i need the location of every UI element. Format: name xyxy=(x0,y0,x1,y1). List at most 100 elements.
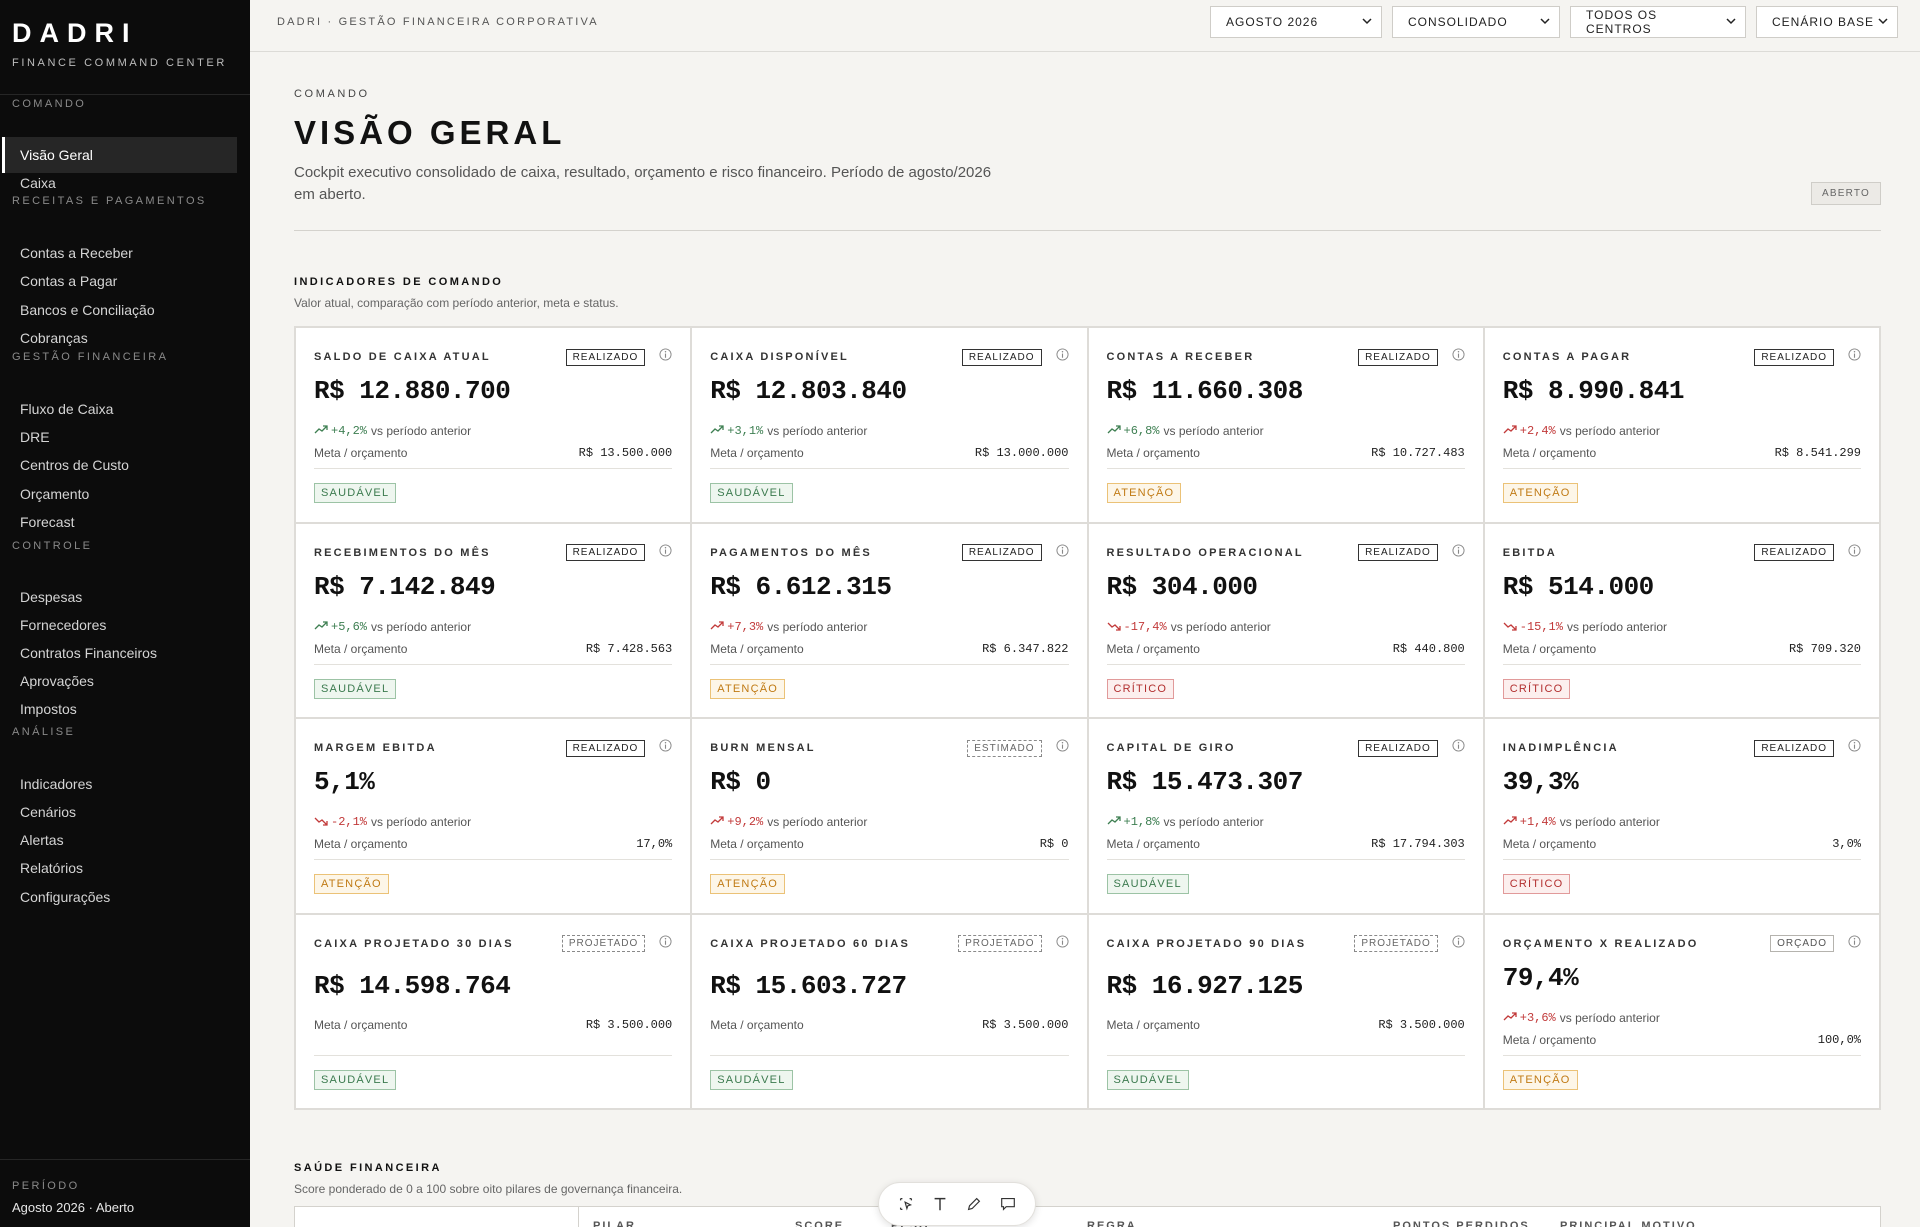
kpi-delta-label: vs período anterior xyxy=(371,815,472,829)
kpi-meta-value: R$ 7.428.563 xyxy=(585,641,673,656)
kpi-type-badge: ESTIMADO xyxy=(967,739,1042,757)
sidebar-item-caixa[interactable]: Caixa xyxy=(20,175,56,191)
select-icon[interactable] xyxy=(896,1194,916,1214)
kpi-label: CAPITAL DE GIRO xyxy=(1106,742,1236,754)
kpi-meta: Meta / orçamento 17,0% xyxy=(314,837,672,851)
health-col-score[interactable]: SCORE xyxy=(795,1220,845,1227)
sidebar-item-aprovacoes[interactable]: Aprovações xyxy=(20,673,94,689)
kpi-card-orcamento-x-realizado[interactable]: ORÇAMENTO X REALIZADO ORÇADO 79,4% +3,6% vs … xyxy=(1484,914,1879,1108)
info-icon[interactable] xyxy=(1055,934,1069,953)
health-col-pontos-perdidos[interactable]: PONTOS PERDIDOS xyxy=(1393,1220,1530,1227)
info-icon[interactable] xyxy=(1055,739,1069,757)
sidebar-item-alertas[interactable]: Alertas xyxy=(20,832,64,848)
kpi-card-caixa-projetado-30-dias[interactable]: CAIXA PROJETADO 30 DIAS PROJETADO R$ 14.59… xyxy=(296,914,691,1108)
select-value: CONSOLIDADO xyxy=(1408,15,1508,29)
sidebar-item-cobrancas[interactable]: Cobranças xyxy=(20,330,88,346)
sidebar-item-contratos-financeiros[interactable]: Contratos Financeiros xyxy=(20,645,157,661)
health-col-regra[interactable]: REGRA xyxy=(1087,1220,1137,1227)
kpi-divider xyxy=(314,859,673,860)
info-icon[interactable] xyxy=(659,348,672,366)
kpi-label: CAIXA PROJETADO 90 DIAS xyxy=(1106,937,1307,950)
sidebar-item-forecast[interactable]: Forecast xyxy=(20,514,75,530)
kpi-label: INADIMPLÊNCIA xyxy=(1502,742,1619,754)
info-icon[interactable] xyxy=(1848,543,1861,562)
status-badge: ATENÇÃO xyxy=(710,874,786,894)
sidebar-item-cenarios[interactable]: Cenários xyxy=(20,804,77,820)
kpi-divider xyxy=(1502,663,1861,665)
kpi-meta: Meta / orçamento R$ 17.794.303 xyxy=(1107,837,1465,851)
trend-down-icon xyxy=(1107,620,1121,634)
info-icon[interactable] xyxy=(1452,348,1465,366)
info-icon[interactable] xyxy=(1055,348,1069,366)
kpi-type-badge: REALIZADO xyxy=(1358,348,1438,366)
kpi-divider xyxy=(1502,859,1861,860)
kpi-card-capital-de-giro[interactable]: CAPITAL DE GIRO REALIZADO R$ 15.473.307 +1,… xyxy=(1088,719,1483,913)
kpi-card-header: BURN MENSAL ESTIMADO xyxy=(710,738,1069,758)
sidebar-item-contas-a-pagar[interactable]: Contas a Pagar xyxy=(20,273,118,289)
info-icon[interactable] xyxy=(1848,348,1861,366)
sidebar-item-orcamento[interactable]: Orçamento xyxy=(20,486,90,502)
kpi-card-resultado-operacional[interactable]: RESULTADO OPERACIONAL REALIZADO R$ 304.000… xyxy=(1088,523,1483,717)
kpi-meta-label: Meta / orçamento xyxy=(1502,1032,1597,1047)
sidebar-item-centros-de-custo[interactable]: Centros de Custo xyxy=(20,457,129,473)
kpi-card-recebimentos-do-mes[interactable]: RECEBIMENTOS DO MÊS REALIZADO R$ 7.142.849… xyxy=(296,523,691,717)
kpi-card-contas-a-pagar[interactable]: CONTAS A PAGAR REALIZADO R$ 8.990.841 +2,4%… xyxy=(1484,328,1879,522)
kpi-card-header: SALDO DE CAIXA ATUAL REALIZADO xyxy=(314,347,672,367)
info-icon[interactable] xyxy=(659,543,672,562)
info-icon[interactable] xyxy=(1452,934,1465,953)
sidebar-item-relatorios[interactable]: Relatórios xyxy=(20,860,84,876)
kpi-delta-value: +1,8% xyxy=(1123,815,1160,829)
select-consolidado[interactable]: CONSOLIDADO xyxy=(1392,6,1560,38)
health-col-principal-motivo[interactable]: PRINCIPAL MOTIVO xyxy=(1560,1220,1697,1227)
kpi-label: RECEBIMENTOS DO MÊS xyxy=(314,546,491,559)
info-icon[interactable] xyxy=(659,934,672,953)
sidebar-item-visao-geral[interactable]: Visão Geral xyxy=(2,137,237,173)
select-todos-os-centros[interactable]: TODOS OS CENTROS xyxy=(1570,6,1746,38)
kpi-card-contas-a-receber[interactable]: CONTAS A RECEBER REALIZADO R$ 11.660.308 +6… xyxy=(1088,328,1483,522)
info-icon[interactable] xyxy=(1055,543,1069,562)
kpi-meta-label: Meta / orçamento xyxy=(1502,837,1597,851)
info-icon[interactable] xyxy=(1452,543,1465,562)
sidebar-item-bancos-e-conciliacao[interactable]: Bancos e Conciliação xyxy=(20,302,155,318)
pen-icon[interactable] xyxy=(964,1194,984,1214)
sidebar-item-impostos[interactable]: Impostos xyxy=(20,701,77,717)
info-icon[interactable] xyxy=(1848,934,1861,953)
kpi-meta-label: Meta / orçamento xyxy=(710,837,804,851)
kpi-delta: +9,2% vs período anterior xyxy=(710,815,867,829)
brand-logo[interactable]: DADRI xyxy=(12,18,138,48)
kpi-card-margem-ebitda[interactable]: MARGEM EBITDA REALIZADO 5,1% -2,1% vs períod… xyxy=(296,719,691,913)
info-icon[interactable] xyxy=(1452,739,1465,757)
kpi-card-saldo-de-caixa-atual[interactable]: SALDO DE CAIXA ATUAL REALIZADO R$ 12.880.7… xyxy=(296,328,691,522)
info-icon[interactable] xyxy=(1848,739,1861,757)
kpi-value: R$ 8.990.841 xyxy=(1502,376,1685,406)
info-icon[interactable] xyxy=(659,739,672,757)
kpi-divider xyxy=(314,468,673,469)
sidebar-item-fluxo-de-caixa[interactable]: Fluxo de Caixa xyxy=(20,401,114,417)
kpi-card-burn-mensal[interactable]: BURN MENSAL ESTIMADO R$ 0 +9,2% vs período a… xyxy=(692,719,1087,913)
status-badge: ATENÇÃO xyxy=(1502,483,1578,503)
kpi-meta: Meta / orçamento R$ 440.800 xyxy=(1107,642,1465,656)
comment-icon[interactable] xyxy=(998,1194,1018,1214)
kpi-label: PAGAMENTOS DO MÊS xyxy=(710,546,872,559)
sidebar-item-despesas[interactable]: Despesas xyxy=(20,589,83,605)
sidebar-item-contas-a-receber[interactable]: Contas a Receber xyxy=(20,245,133,261)
status-badge: ATENÇÃO xyxy=(1106,483,1182,503)
sidebar-item-dre[interactable]: DRE xyxy=(20,429,50,445)
text-icon[interactable] xyxy=(930,1194,950,1214)
sidebar-item-indicadores[interactable]: Indicadores xyxy=(20,776,93,792)
status-badge: SAUDÁVEL xyxy=(710,1069,793,1090)
select-cenario-base[interactable]: CENÁRIO BASE xyxy=(1756,6,1898,38)
sidebar-item-fornecedores[interactable]: Fornecedores xyxy=(20,617,107,633)
kpi-type-badge: REALIZADO xyxy=(565,348,646,366)
kpi-value: 39,3% xyxy=(1502,767,1579,797)
sidebar-item-configuracoes[interactable]: Configurações xyxy=(20,889,111,905)
kpi-meta-value: R$ 3.500.000 xyxy=(585,1017,673,1032)
kpi-card-caixa-disponivel[interactable]: CAIXA DISPONÍVEL REALIZADO R$ 12.803.840 +3… xyxy=(692,328,1087,522)
select-agosto-2026[interactable]: AGOSTO 2026 xyxy=(1210,6,1382,38)
kpi-card-ebitda[interactable]: EBITDA REALIZADO R$ 514.000 -15,1% vs períod… xyxy=(1484,523,1879,717)
kpi-card-pagamentos-do-mes[interactable]: PAGAMENTOS DO MÊS REALIZADO R$ 6.612.315 +7… xyxy=(692,523,1087,717)
kpi-card-caixa-projetado-90-dias[interactable]: CAIXA PROJETADO 90 DIAS PROJETADO R$ 16.92… xyxy=(1088,914,1483,1108)
health-col-pilar[interactable]: PILAR xyxy=(593,1220,636,1227)
kpi-card-inadimplencia[interactable]: INADIMPLÊNCIA REALIZADO 39,3% +1,4% vs perío… xyxy=(1484,719,1879,913)
kpi-card-caixa-projetado-60-dias[interactable]: CAIXA PROJETADO 60 DIAS PROJETADO R$ 15.60… xyxy=(692,914,1087,1108)
